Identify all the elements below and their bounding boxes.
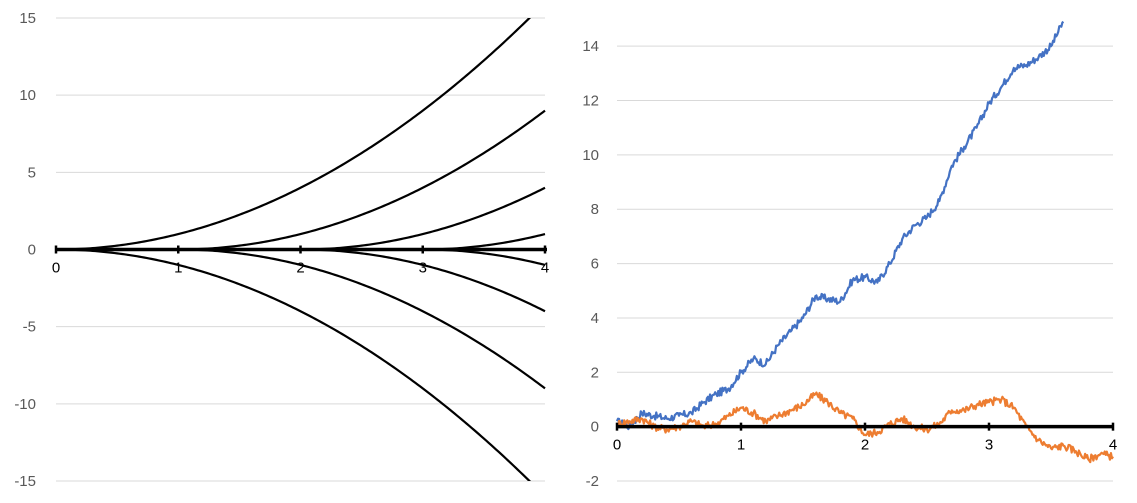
series-line-3	[56, 186, 546, 251]
y-tick-label: -2	[586, 473, 599, 490]
x-tick-label: 1	[174, 260, 182, 277]
y-tick-label: 10	[19, 87, 36, 104]
series-line-1	[615, 20, 1065, 431]
y-tick-label: 6	[591, 256, 599, 273]
x-tick-label: 1	[737, 437, 745, 454]
x-tick-label: 0	[613, 437, 621, 454]
y-tick-label: -15	[14, 473, 36, 490]
left-chart: 15 10 5 0 -5 -10 -15 0 1 2 3 4	[14, 10, 549, 490]
series-line-8	[56, 248, 532, 481]
x-tick-label: 2	[296, 260, 304, 277]
y-tick-label: 15	[19, 10, 36, 27]
y-tick-label: 5	[28, 164, 36, 181]
y-tick-label: 4	[591, 310, 599, 327]
y-tick-label: 10	[582, 147, 599, 164]
x-tick-label: 3	[985, 437, 993, 454]
y-tick-label: 14	[582, 38, 599, 55]
y-tick-label: -5	[23, 319, 36, 336]
series-line-2	[56, 109, 546, 251]
y-tick-label: 2	[591, 364, 599, 381]
y-tick-label: 12	[582, 93, 599, 110]
y-tick-label: 0	[591, 419, 599, 436]
y-tick-label: -10	[14, 396, 36, 413]
x-tick-label: 2	[861, 437, 869, 454]
y-tick-label: 8	[591, 201, 599, 218]
x-tick-label: 4	[541, 260, 549, 277]
series-line-1	[56, 18, 532, 251]
x-tick-label: 0	[52, 260, 60, 277]
y-tick-label: 0	[28, 242, 36, 259]
x-tick-label: 4	[1109, 437, 1117, 454]
x-tick-label: 3	[419, 260, 427, 277]
